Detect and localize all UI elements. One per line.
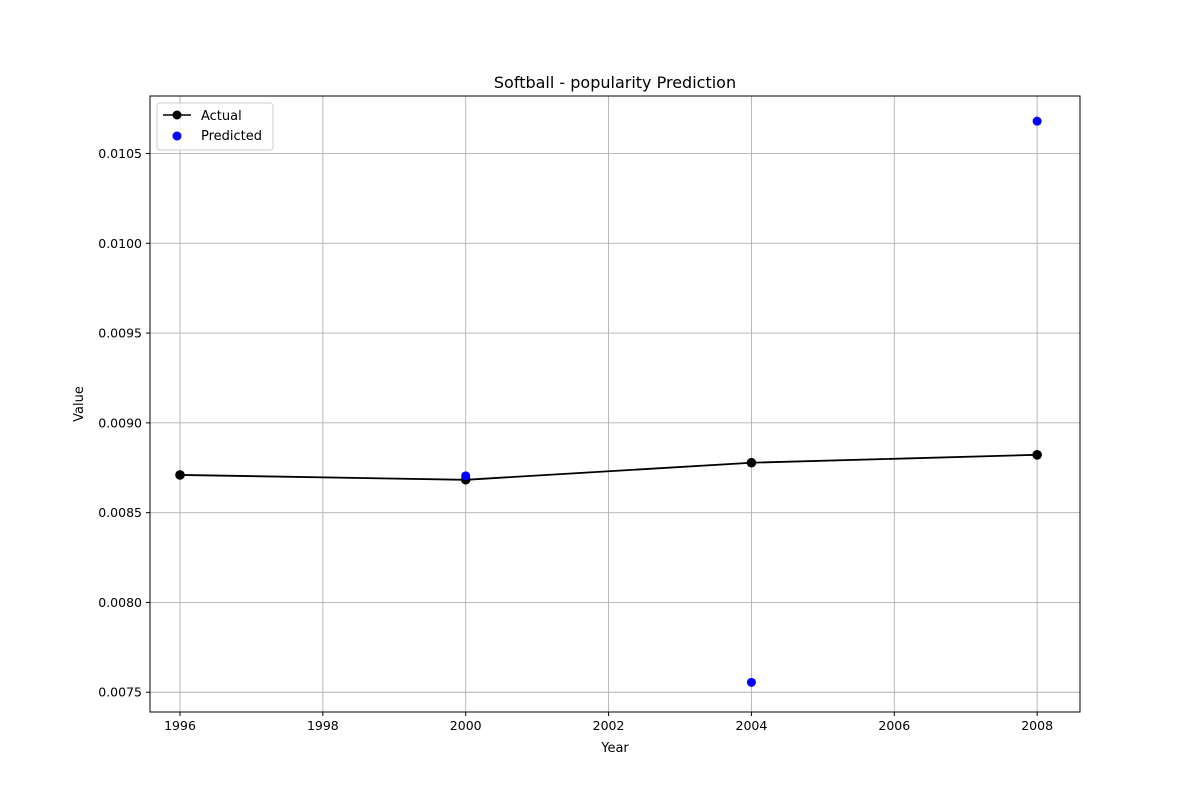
- y-tick-label: 0.0100: [98, 236, 142, 251]
- x-tick-label: 2006: [878, 718, 910, 733]
- data-point-actual: [746, 457, 757, 468]
- series-line-actual: [179, 453, 1038, 481]
- legend-predicted-marker: [172, 131, 182, 141]
- data-point-predicted: [1032, 116, 1042, 126]
- axis-ticks: 1996 1998 2000 2002 2004 2006 2008 0.0075 0.0080…: [98, 146, 1053, 733]
- data-point-actual: [175, 470, 185, 480]
- x-tick-label: 2008: [1021, 718, 1053, 733]
- x-tick-label: 2000: [450, 718, 482, 733]
- data-point-actual: [1032, 450, 1042, 460]
- x-tick-label: 2004: [736, 718, 768, 733]
- y-tick-label: 0.0075: [98, 685, 142, 700]
- series-layer: [175, 116, 1042, 687]
- y-tick-label: 0.0095: [98, 326, 142, 341]
- chart-title: Softball - popularity Prediction: [494, 73, 736, 92]
- x-tick-label: 2002: [593, 718, 625, 733]
- legend-predicted-label: Predicted: [201, 129, 262, 144]
- x-tick-label: 1996: [164, 718, 196, 733]
- y-tick-label: 0.0085: [98, 505, 142, 520]
- grid: [150, 96, 1080, 712]
- legend-actual-marker: [172, 110, 182, 120]
- legend: Actual Predicted: [156, 102, 274, 151]
- x-tick-label: 1998: [307, 718, 339, 733]
- data-point-predicted: [746, 677, 756, 687]
- plot-frame: [149, 95, 1081, 713]
- x-axis-label: Year: [600, 741, 629, 756]
- y-tick-label: 0.0080: [98, 595, 142, 610]
- legend-actual-label: Actual: [201, 109, 242, 124]
- y-tick-label: 0.0090: [98, 415, 142, 430]
- y-axis-label: Value: [72, 386, 87, 422]
- y-tick-label: 0.0105: [98, 146, 142, 161]
- data-point-predicted: [461, 471, 471, 481]
